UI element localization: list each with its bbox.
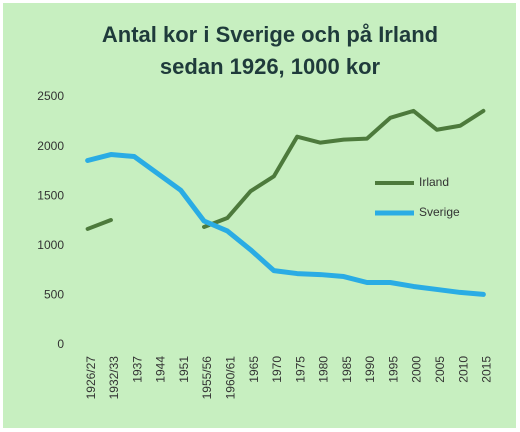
x-tick-label: 2000 <box>410 356 424 383</box>
y-tick-label: 0 <box>57 337 64 351</box>
chart-title: Antal kor i Sverige och på Irland <box>102 22 438 47</box>
y-tick-label: 2500 <box>37 89 64 103</box>
legend-label: Irland <box>419 175 449 189</box>
x-tick-label: 1965 <box>247 356 261 383</box>
series-line <box>85 152 486 297</box>
x-tick-label: 2010 <box>456 356 470 383</box>
x-tick-label: 1975 <box>293 356 307 383</box>
x-tick-label: 2005 <box>433 356 447 383</box>
x-tick-label: 1955/56 <box>200 356 214 400</box>
x-tick-label: 1985 <box>340 356 354 383</box>
x-tick-label: 1926/27 <box>84 356 98 400</box>
x-tick-label: 1995 <box>386 356 400 383</box>
legend-label: Sverige <box>419 205 460 219</box>
chart-title: sedan 1926, 1000 kor <box>160 54 381 79</box>
x-tick-label: 2015 <box>480 356 494 383</box>
x-tick-label: 1937 <box>130 356 144 383</box>
chart-background <box>3 3 516 428</box>
x-tick-label: 1960/61 <box>223 356 237 400</box>
x-tick-label: 1951 <box>177 356 191 383</box>
x-tick-label: 1944 <box>154 356 168 383</box>
y-tick-label: 1000 <box>37 238 64 252</box>
x-tick-label: 1970 <box>270 356 284 383</box>
y-tick-label: 500 <box>44 288 64 302</box>
y-tick-label: 2000 <box>37 139 64 153</box>
x-tick-label: 1990 <box>363 356 377 383</box>
x-tick-label: 1980 <box>317 356 331 383</box>
x-tick-label: 1932/33 <box>107 356 121 400</box>
series-line <box>85 108 486 231</box>
y-tick-label: 1500 <box>37 188 64 202</box>
